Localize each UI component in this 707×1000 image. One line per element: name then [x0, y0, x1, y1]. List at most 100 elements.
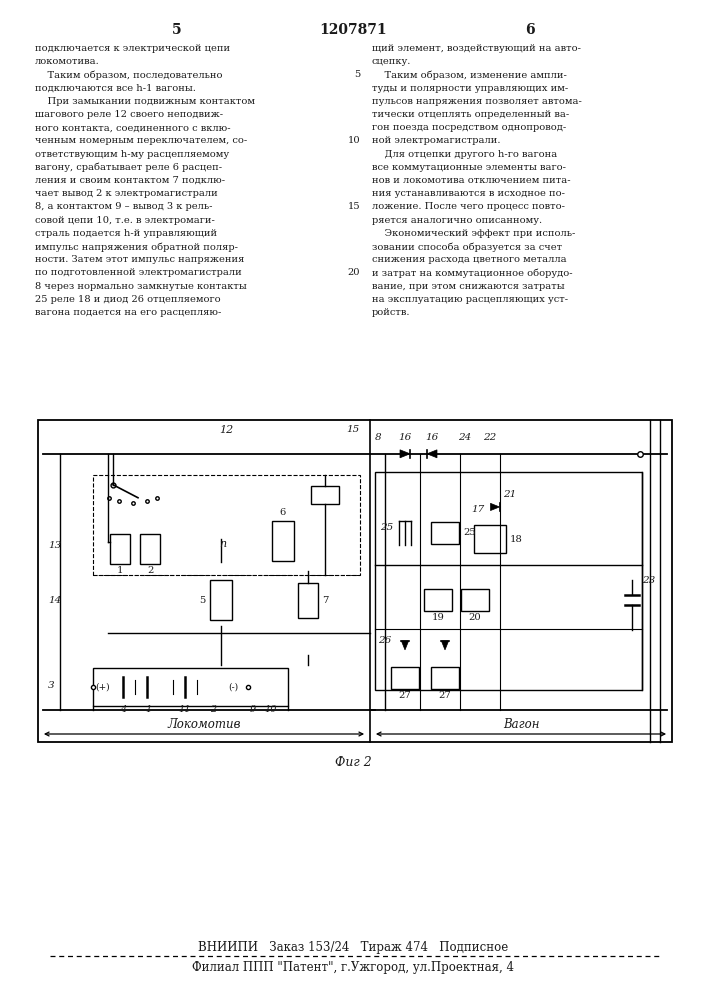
Text: 18: 18 [510, 535, 523, 544]
Text: 9: 9 [250, 705, 256, 714]
Text: 3: 3 [48, 681, 54, 690]
Bar [431, 522, 459, 544]
Text: (+): (+) [95, 683, 110, 692]
Text: 15: 15 [347, 202, 360, 211]
Text: Филиал ППП "Патент", г.Ужгород, ул.Проектная, 4: Филиал ППП "Патент", г.Ужгород, ул.Проек… [192, 962, 514, 974]
Text: на эксплуатацию расцепляющих уст-: на эксплуатацию расцепляющих уст- [372, 295, 568, 304]
Text: Фиг 2: Фиг 2 [334, 756, 371, 768]
Text: 2: 2 [210, 705, 216, 714]
Bar [38, 420, 672, 742]
Text: сцепку.: сцепку. [372, 57, 411, 66]
Text: Экономический эффект при исполь-: Экономический эффект при исполь- [372, 229, 575, 238]
Text: 5: 5 [173, 23, 182, 37]
Text: совой цепи 10, т.е. в электромаги-: совой цепи 10, т.е. в электромаги- [35, 216, 215, 225]
Text: шагового реле 12 своего неподвиж-: шагового реле 12 своего неподвиж- [35, 110, 223, 119]
Bar [140, 534, 160, 564]
Text: 27: 27 [399, 691, 411, 700]
Text: вагону, срабатывает реле 6 расцеп-: вагону, срабатывает реле 6 расцеп- [35, 163, 222, 172]
Text: 6: 6 [525, 23, 534, 37]
Bar [110, 534, 130, 564]
Text: 19: 19 [431, 613, 445, 622]
Bar [93, 475, 360, 575]
Text: 15: 15 [346, 425, 360, 434]
Text: 10: 10 [264, 705, 277, 714]
Text: 1: 1 [145, 705, 151, 714]
Text: Локомотив: Локомотив [168, 718, 241, 730]
Bar [93, 668, 288, 706]
Bar [461, 589, 489, 611]
Text: 22: 22 [484, 433, 496, 442]
Text: ления и своим контактом 7 подклю-: ления и своим контактом 7 подклю- [35, 176, 225, 185]
Text: ной электромагистрали.: ной электромагистрали. [372, 136, 501, 145]
Text: 8, а контактом 9 – вывод 3 к рель-: 8, а контактом 9 – вывод 3 к рель- [35, 202, 213, 211]
Text: ответствующим h-му расцепляемому: ответствующим h-му расцепляемому [35, 150, 229, 159]
Bar [272, 521, 294, 561]
Polygon shape [400, 450, 410, 458]
Text: 12: 12 [219, 425, 233, 435]
Text: гон поезда посредством однопровод-: гон поезда посредством однопровод- [372, 123, 566, 132]
Text: 10: 10 [347, 136, 360, 145]
Text: 21: 21 [503, 490, 516, 499]
Bar [474, 525, 506, 553]
Text: 20: 20 [469, 613, 481, 622]
Text: зовании способа образуется за счет: зовании способа образуется за счет [372, 242, 562, 251]
Text: ложение. После чего процесс повто-: ложение. После чего процесс повто- [372, 202, 565, 211]
Text: 16: 16 [398, 433, 411, 442]
Text: 11: 11 [179, 705, 192, 714]
Text: щий элемент, воздействующий на авто-: щий элемент, воздействующий на авто- [372, 44, 581, 53]
Text: 27: 27 [438, 691, 451, 700]
Text: ния устанавливаются в исходное по-: ния устанавливаются в исходное по- [372, 189, 565, 198]
Text: 5: 5 [199, 596, 206, 605]
Bar [431, 667, 459, 689]
Text: локомотива.: локомотива. [35, 57, 100, 66]
Text: все коммутационные элементы ваго-: все коммутационные элементы ваго- [372, 163, 566, 172]
Text: ВНИИПИ   Заказ 153/24   Тираж 474   Подписное: ВНИИПИ Заказ 153/24 Тираж 474 Подписное [198, 942, 508, 954]
Polygon shape [402, 641, 409, 650]
Text: вание, при этом снижаются затраты: вание, при этом снижаются затраты [372, 282, 565, 291]
Text: 8: 8 [375, 433, 381, 442]
Text: (-): (-) [228, 683, 238, 692]
Text: n: n [219, 539, 226, 549]
Bar [375, 472, 642, 690]
Text: 8 через нормально замкнутые контакты: 8 через нормально замкнутые контакты [35, 282, 247, 291]
Text: чает вывод 2 к электромагистрали: чает вывод 2 к электромагистрали [35, 189, 218, 198]
Text: 25 реле 18 и диод 26 отцепляемого: 25 реле 18 и диод 26 отцепляемого [35, 295, 221, 304]
Text: и затрат на коммутационное оборудо-: и затрат на коммутационное оборудо- [372, 268, 573, 278]
Text: 4: 4 [120, 705, 126, 714]
Text: снижения расхода цветного металла: снижения расхода цветного металла [372, 255, 566, 264]
Polygon shape [491, 503, 500, 511]
Bar [298, 583, 318, 618]
Text: тически отцеплять определенный ва-: тически отцеплять определенный ва- [372, 110, 569, 119]
Polygon shape [427, 450, 437, 458]
Bar [210, 580, 232, 620]
Text: 25: 25 [380, 523, 393, 532]
Text: вагона подается на его расцепляю-: вагона подается на его расцепляю- [35, 308, 221, 317]
Text: 6: 6 [280, 508, 286, 517]
Text: 1: 1 [117, 566, 123, 575]
Bar [391, 667, 419, 689]
Text: Для отцепки другого h-го вагона: Для отцепки другого h-го вагона [372, 150, 557, 159]
Text: 16: 16 [426, 433, 438, 442]
Text: страль подается h-й управляющий: страль подается h-й управляющий [35, 229, 217, 238]
Text: ного контакта, соединенного с вклю-: ного контакта, соединенного с вклю- [35, 123, 230, 132]
Text: Вагон: Вагон [503, 718, 539, 730]
Text: 23: 23 [642, 576, 655, 585]
Text: подключается к электрической цепи: подключается к электрической цепи [35, 44, 230, 53]
Text: по подготовленной электромагистрали: по подготовленной электромагистрали [35, 268, 242, 277]
Text: ройств.: ройств. [372, 308, 411, 317]
Text: 7: 7 [322, 596, 328, 605]
Text: 25: 25 [463, 528, 476, 537]
Text: 24: 24 [458, 433, 472, 442]
Text: ряется аналогично описанному.: ряется аналогично описанному. [372, 216, 542, 225]
Text: ности. Затем этот импульс напряжения: ности. Затем этот импульс напряжения [35, 255, 245, 264]
Text: 5: 5 [354, 70, 360, 79]
Text: При замыкании подвижным контактом: При замыкании подвижным контактом [35, 97, 255, 106]
Text: 14: 14 [48, 596, 62, 605]
Text: 1207871: 1207871 [319, 23, 387, 37]
Text: импульс напряжения обратной поляр-: импульс напряжения обратной поляр- [35, 242, 238, 251]
Bar [424, 589, 452, 611]
Text: Таким образом, изменение ампли-: Таким образом, изменение ампли- [372, 70, 567, 80]
Text: 26: 26 [378, 636, 391, 645]
Text: 17: 17 [472, 505, 485, 514]
Polygon shape [441, 641, 449, 650]
